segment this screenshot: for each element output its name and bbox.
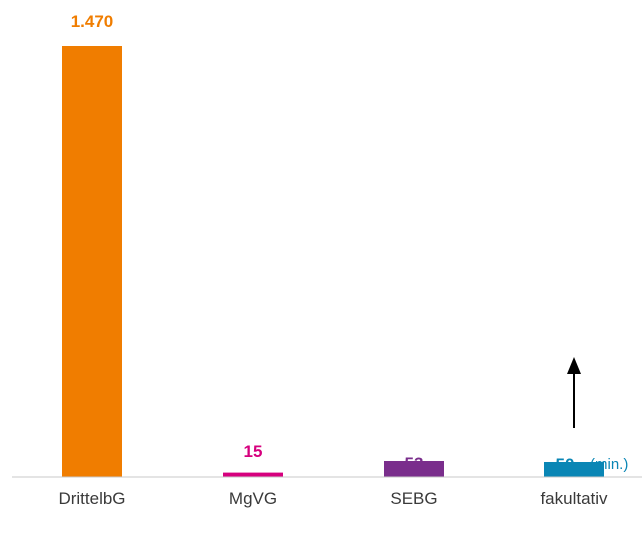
bar-fakultativ <box>544 462 604 477</box>
bar-drittelbg <box>62 46 122 477</box>
category-label-drittelbg: DrittelbG <box>58 489 125 508</box>
value-label-sebg: 53 <box>405 454 424 473</box>
value-label-drittelbg: 1.470 <box>71 12 114 31</box>
bars-group <box>62 46 604 477</box>
category-label-mgvg: MgVG <box>229 489 277 508</box>
minimum-arrow-head <box>567 357 581 374</box>
annotation-min-label: (min.) <box>590 456 628 473</box>
category-label-sebg: SEBG <box>390 489 437 508</box>
value-label-mgvg: 15 <box>244 442 263 461</box>
category-label-fakultativ: fakultativ <box>540 489 608 508</box>
labels-group: 1.470 DrittelbG 15 MgVG 53 SEBG 50 fakultativ (m… <box>58 12 628 508</box>
bar-sebg <box>384 461 444 477</box>
value-label-fakultativ: 50 <box>556 455 575 474</box>
bar-mgvg <box>223 472 283 477</box>
